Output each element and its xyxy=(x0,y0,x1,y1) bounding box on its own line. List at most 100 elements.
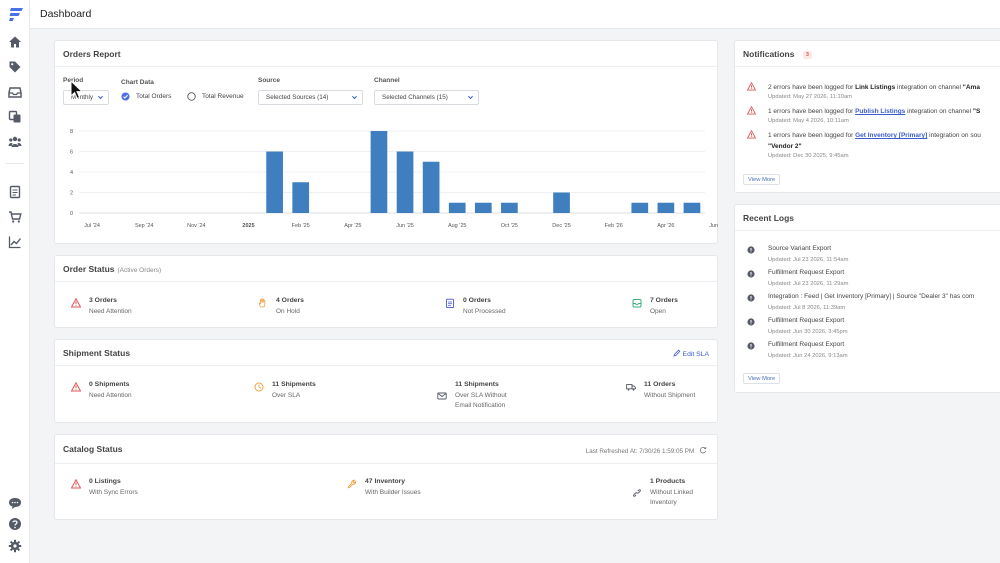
period-value: Monthly xyxy=(71,94,94,101)
orders-report-title: Orders Report xyxy=(63,49,121,59)
cart-icon[interactable] xyxy=(8,210,22,224)
x-tick-label: Feb '26 xyxy=(605,223,623,229)
notifications-header: Notifications 3 xyxy=(735,41,1000,67)
chevron-down-icon xyxy=(468,95,473,100)
pencil-icon xyxy=(672,349,680,357)
order-status-card: Order Status (Active Orders) 3 Orders Nee… xyxy=(54,255,718,328)
notifications-card: Notifications 3 2 errors have been logge… xyxy=(734,40,1000,193)
log-text: Fulfillment Request Export xyxy=(768,269,845,276)
channel-label: Channel xyxy=(374,77,400,84)
notification-post: integration on channel xyxy=(895,84,963,91)
notification-text: 1 errors have been logged for Get Invent… xyxy=(768,130,981,141)
chart-bar xyxy=(657,202,675,213)
orders-chart: 0 2 4 6 8 Jul '24 Sep '24 Nov '24 2025 Feb '25 Apr… xyxy=(70,129,719,229)
notification-date: Updated: May 27 2026, 11:10am xyxy=(768,94,853,100)
catalog-status-header: Catalog Status Last Refreshed At: 7/30/2… xyxy=(55,435,717,464)
stat-title: 47 Inventory xyxy=(365,478,406,485)
home-icon[interactable] xyxy=(8,35,22,49)
notifications-title: Notifications 3 xyxy=(743,49,812,59)
help-icon[interactable] xyxy=(8,517,22,531)
notification-integration-link[interactable]: Publish Listings xyxy=(855,108,906,115)
chart-bar xyxy=(292,182,310,213)
notification-text: 2 errors have been logged for Link Listi… xyxy=(768,82,980,93)
edit-sla-label: Edit SLA xyxy=(682,351,709,358)
x-tick-label: Feb '25 xyxy=(292,223,310,229)
logs-view-more-button[interactable]: View More xyxy=(743,373,781,384)
notification-pre: 1 errors have been logged for xyxy=(768,108,856,115)
total-orders-radio[interactable] xyxy=(121,92,130,101)
stat-subtitle: Over SLA Without xyxy=(455,392,507,399)
stat-subtitle: With Builder Issues xyxy=(365,489,421,496)
x-tick-label: Jun '25 xyxy=(396,223,414,229)
channel-value: Selected Channels (15) xyxy=(382,94,448,101)
x-tick-label: Apr '25 xyxy=(344,223,361,229)
period-select[interactable]: Monthly xyxy=(63,90,109,105)
app-logo[interactable] xyxy=(8,6,24,22)
stat-subtitle: With Sync Errors xyxy=(89,489,138,496)
notifications-view-more-button[interactable]: View More xyxy=(743,174,781,185)
notification-pre: 2 errors have been logged for xyxy=(768,84,856,91)
tag-icon[interactable] xyxy=(8,60,22,74)
log-text: Source Variant Export xyxy=(768,245,832,252)
warning-icon xyxy=(747,82,756,91)
chart-data-label: Chart Data xyxy=(121,79,154,86)
info-icon xyxy=(747,342,755,350)
shipment-status-title: Shipment Status xyxy=(63,348,131,358)
refresh-icon[interactable] xyxy=(699,446,707,454)
log-date: Updated: Jul 8 2026, 11:39am xyxy=(768,305,846,311)
recent-logs-header: Recent Logs xyxy=(735,205,1000,231)
document-icon[interactable] xyxy=(8,185,22,199)
x-tick-label: Aug '25 xyxy=(448,223,466,229)
chat-icon[interactable] xyxy=(8,496,22,510)
chart-icon[interactable] xyxy=(8,235,22,249)
notification-date: Updated: Dec 30 2025, 9:45am xyxy=(768,153,849,159)
channel-select[interactable]: Selected Channels (15) xyxy=(374,90,479,105)
x-tick-label: Apr '26 xyxy=(657,223,674,229)
y-tick-label: 0 xyxy=(70,211,73,217)
stat-title: 11 Shipments xyxy=(455,381,499,388)
orders-report-header: Orders Report xyxy=(55,41,717,67)
sidebar xyxy=(0,0,30,563)
top-bar: Dashboard xyxy=(30,0,1000,29)
stat-title: 7 Orders xyxy=(650,297,678,304)
log-text: Fulfillment Request Export xyxy=(768,341,845,348)
stat-title: 1 Products xyxy=(650,478,686,485)
y-tick-label: 4 xyxy=(70,170,73,176)
stat-subtitle: Without Linked xyxy=(650,489,693,496)
settings-icon[interactable] xyxy=(8,539,22,553)
chart-bar xyxy=(266,151,283,213)
last-refreshed-text: Last Refreshed At: 7/30/26 1:59:05 PM xyxy=(585,448,695,455)
stat-subtitle: On Hold xyxy=(276,308,300,315)
x-tick-label: Dec '25 xyxy=(552,223,570,229)
warning-icon xyxy=(71,382,81,392)
clock-icon xyxy=(254,382,264,392)
stat-subtitle-line2: Email Notification xyxy=(455,402,506,409)
y-tick-label: 2 xyxy=(70,191,73,197)
stat-subtitle-line2: Inventory xyxy=(650,499,677,506)
edit-sla-button[interactable]: Edit SLA xyxy=(672,349,709,358)
truck-icon xyxy=(626,384,636,391)
source-label: Source xyxy=(258,77,281,84)
orders-report-card: Orders Report Period Monthly Chart Data … xyxy=(54,40,719,244)
notification-integration-link[interactable]: Get Inventory [Primary] xyxy=(855,132,928,139)
period-label: Period xyxy=(63,77,84,84)
notification-channel: "Ama xyxy=(962,84,980,91)
chevron-down-icon xyxy=(352,95,357,100)
notifications-count-badge: 3 xyxy=(802,51,812,59)
users-icon[interactable] xyxy=(8,135,22,149)
wrench-icon xyxy=(347,479,357,489)
chart-bar xyxy=(631,202,649,213)
last-refreshed: Last Refreshed At: 7/30/26 1:59:05 PM xyxy=(586,446,707,455)
source-select[interactable]: Selected Sources (14) xyxy=(258,90,363,105)
stat-title: 0 Shipments xyxy=(89,381,130,388)
chart-bar xyxy=(370,131,388,213)
source-value: Selected Sources (14) xyxy=(266,94,329,101)
total-revenue-radio[interactable] xyxy=(187,92,196,101)
stat-subtitle: Open xyxy=(650,308,666,315)
inbox-icon[interactable] xyxy=(8,85,22,99)
stat-title: 11 Shipments xyxy=(272,381,316,388)
copy-icon[interactable] xyxy=(8,110,22,124)
shipment-status-header: Shipment Status Edit SLA xyxy=(55,340,717,366)
chart-bar xyxy=(474,202,492,213)
x-tick-label: Nov '24 xyxy=(187,223,205,229)
